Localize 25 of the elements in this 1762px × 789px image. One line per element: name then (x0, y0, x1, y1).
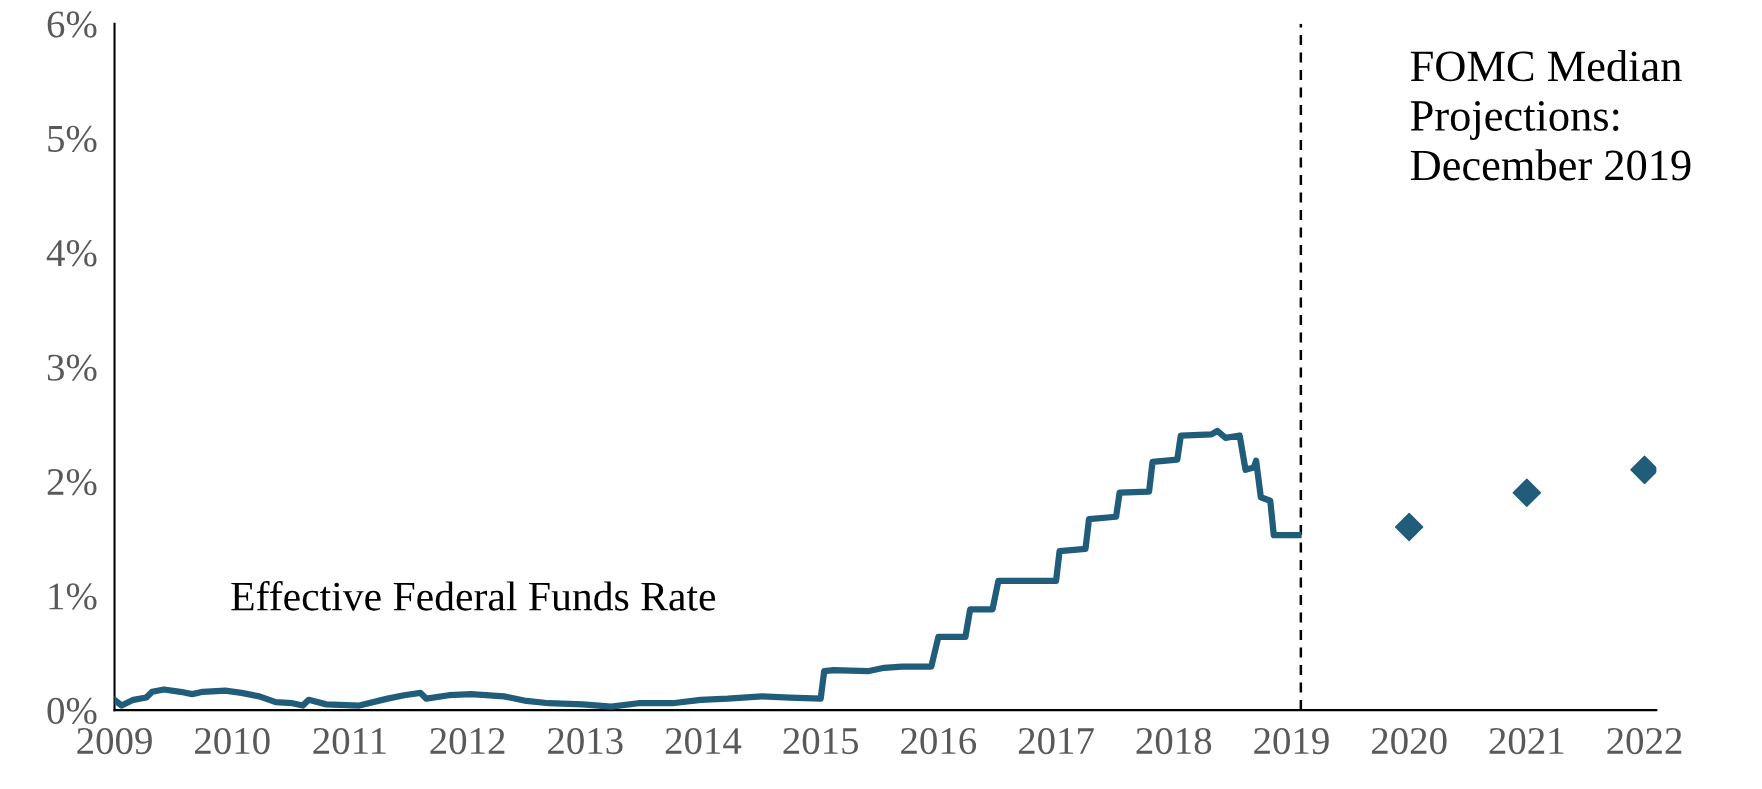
y-tick-label: 2% (47, 468, 97, 496)
x-tick-label: 2022 (1607, 727, 1682, 755)
x-tick-label: 2020 (1371, 727, 1447, 755)
x-tick-label: 2019 (1254, 727, 1329, 755)
y-tick-label: 4% (46, 240, 97, 267)
y-tick-label: 0% (47, 697, 97, 725)
x-tick-label: 2012 (430, 727, 505, 755)
x-tick-label: 2013 (548, 727, 623, 755)
x-tick-label: 2016 (901, 727, 977, 755)
x-tick-label: 2010 (195, 727, 270, 755)
y-tick-label: 1% (49, 583, 97, 610)
annotation: FOMC Median Projections: December 2019 (1410, 50, 1691, 181)
series-label: Effective Federal Funds Rate (231, 580, 716, 611)
y-tick-label: 5% (48, 125, 97, 153)
y-tick-label: 6% (47, 11, 97, 38)
x-tick-label: 2017 (1018, 727, 1094, 755)
x-tick-label: 2018 (1136, 727, 1212, 755)
y-tick-label: 3% (47, 354, 97, 381)
x-tick-label: 2014 (665, 727, 742, 755)
point (1512, 478, 1542, 507)
x-tick-label: 2015 (783, 727, 859, 755)
point (1394, 512, 1424, 542)
x-tick-label: 2009 (77, 727, 152, 755)
x-tick-label: 2011 (313, 727, 386, 755)
x-tick-label: 2021 (1489, 727, 1564, 755)
